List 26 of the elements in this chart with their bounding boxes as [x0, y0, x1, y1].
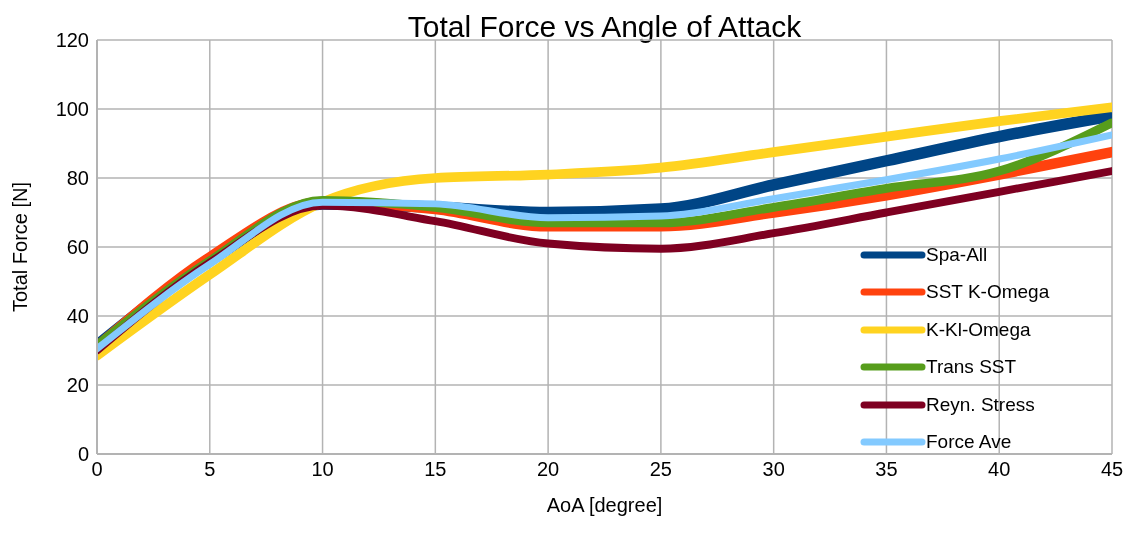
legend-label: Force Ave	[926, 431, 1012, 454]
y-tick-label: 100	[55, 98, 89, 121]
x-tick-label: 35	[875, 458, 898, 481]
legend-label: SST K-Omega	[926, 281, 1050, 304]
y-tick-label: 20	[66, 374, 89, 397]
x-tick-label: 25	[649, 458, 673, 481]
x-tick-label: 20	[536, 458, 560, 481]
x-tick-label: 5	[204, 458, 216, 481]
y-tick-label: 120	[55, 29, 89, 52]
x-tick-label: 10	[311, 458, 334, 481]
x-tick-label: 40	[988, 458, 1011, 481]
y-tick-label: 40	[66, 305, 89, 328]
y-tick-label: 0	[77, 443, 89, 466]
legend-label: Spa-All	[926, 243, 988, 266]
x-tick-label: 30	[762, 458, 785, 481]
chart-title: Total Force vs Angle of Attack	[406, 10, 803, 44]
y-tick-label: 60	[66, 236, 89, 259]
x-axis-title: AoA [degree]	[546, 494, 663, 516]
y-tick-label: 80	[66, 167, 89, 190]
y-axis-title: Total Force [N]	[9, 181, 32, 313]
legend-label: Trans SST	[926, 356, 1017, 379]
x-tick-label: 45	[1100, 458, 1124, 481]
legend-label: K-Kl-Omega	[926, 318, 1031, 341]
legend-label: Reyn. Stress	[926, 393, 1035, 416]
x-tick-label: 15	[424, 458, 447, 481]
x-tick-label: 0	[91, 458, 103, 481]
